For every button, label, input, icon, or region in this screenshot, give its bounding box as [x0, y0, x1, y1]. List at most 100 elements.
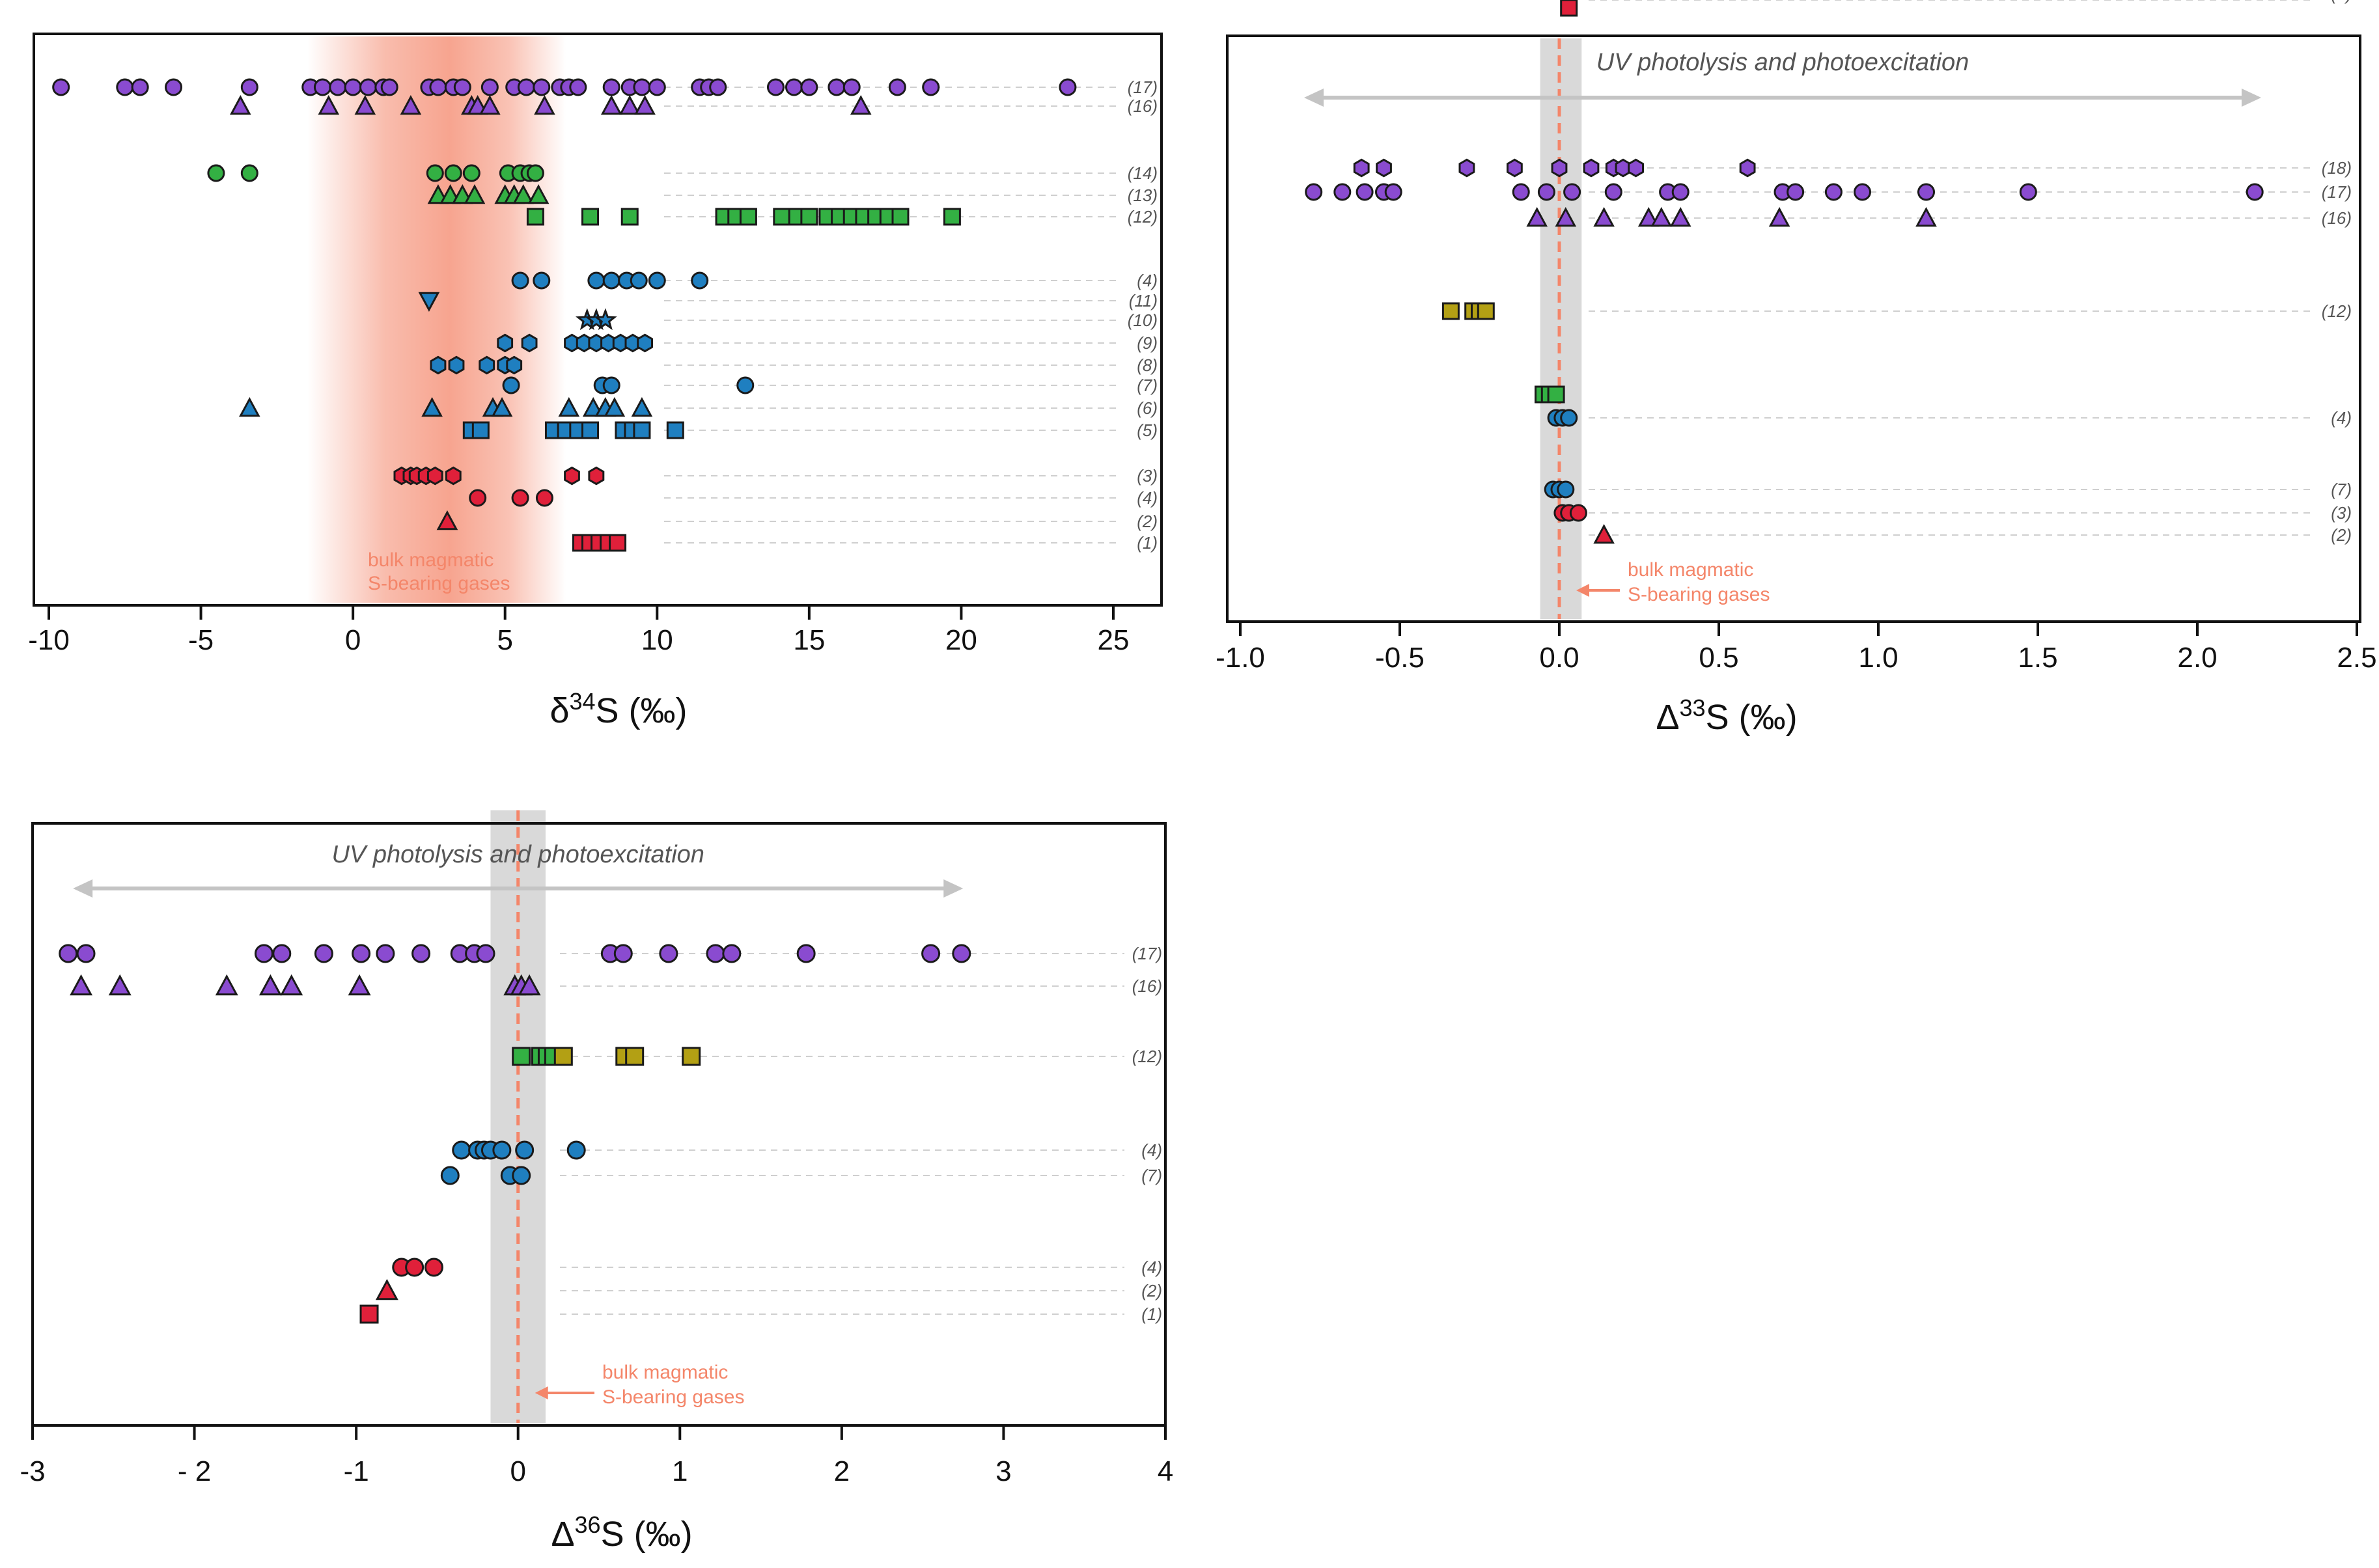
data-point-green-triangle	[512, 184, 535, 204]
data-point-purple-circle	[1917, 183, 1935, 201]
row-label: (4)	[1137, 488, 1158, 508]
data-point-blue-circle	[691, 271, 709, 290]
data-point-blue-hexagon	[497, 333, 514, 353]
data-point-green-square	[800, 208, 818, 226]
row-label: (1)	[2331, 0, 2352, 4]
row-label: (17)	[1128, 77, 1158, 97]
data-point-purple-circle	[533, 78, 551, 96]
x-tick-label: 1.5	[2018, 642, 2057, 674]
data-point-purple-triangle	[354, 95, 376, 115]
data-point-green-circle	[240, 164, 258, 182]
data-point-purple-circle	[380, 78, 398, 96]
data-point-purple-circle	[1671, 183, 1690, 201]
data-point-green-square	[512, 1047, 531, 1066]
data-point-purple-triangle	[318, 95, 340, 115]
bulk-magmatic-label: bulk magmatic	[602, 1362, 728, 1383]
data-point-purple-circle	[314, 944, 333, 963]
row-label: (3)	[2331, 503, 2352, 523]
plot-frame	[31, 822, 1167, 1427]
data-point-blue-square	[471, 421, 490, 439]
data-point-purple-triangle	[1650, 207, 1673, 227]
data-point-green-square	[1547, 385, 1565, 404]
data-point-purple-circle	[842, 78, 861, 96]
uv-photolysis-label: UV photolysis and photoexcitation	[1596, 49, 1969, 76]
data-point-purple-circle	[766, 78, 785, 96]
data-point-red-triangle	[375, 1278, 398, 1300]
data-point-blue-circle	[1560, 409, 1578, 427]
x-tick-label: -10	[28, 624, 70, 656]
data-point-purple-circle	[272, 944, 292, 963]
row-label: (13)	[1128, 186, 1158, 205]
row-label: (8)	[1137, 355, 1158, 375]
data-point-purple-circle	[59, 944, 78, 963]
data-point-red-square	[609, 534, 627, 552]
data-point-purple-hexagon	[1739, 158, 1756, 178]
data-point-purple-circle	[2019, 183, 2037, 201]
data-point-purple-circle	[921, 944, 941, 963]
x-tick-label: 15	[793, 624, 825, 656]
data-point-purple-triangle	[1637, 207, 1660, 227]
data-point-purple-circle	[1059, 78, 1077, 96]
uv-arrow-right-head	[2242, 89, 2261, 107]
data-point-purple-circle	[52, 78, 70, 96]
x-tick-label: 25	[1098, 624, 1130, 656]
panel-delta33s: UV photolysis and photoexcitation (18) (17…	[1216, 0, 2377, 737]
data-point-blue-triangle	[491, 397, 513, 417]
plot-frame	[33, 33, 1163, 607]
data-point-green-square	[739, 208, 757, 226]
data-point-blue-triangle	[421, 397, 443, 417]
data-point-purple-circle	[131, 78, 149, 96]
x-tick-label: 0.5	[1699, 642, 1738, 674]
bulk-magmatic-label: S-bearing gases	[602, 1386, 744, 1408]
data-point-purple-circle	[359, 78, 377, 96]
data-point-purple-circle	[633, 78, 651, 96]
plot-frame	[1226, 34, 2361, 623]
data-point-purple-circle	[828, 78, 846, 96]
x-axis-label: δ34S (‰)	[550, 688, 687, 730]
data-point-blue-hexagon	[448, 355, 465, 375]
x-tick-label: -0.5	[1375, 642, 1425, 674]
data-point-blue-circle	[630, 271, 648, 290]
data-point-blue-triangle	[238, 397, 260, 417]
data-point-blue-triangle-down	[418, 292, 440, 312]
row-label: (7)	[2331, 480, 2352, 499]
data-point-red-circle	[511, 489, 529, 507]
data-point-red-hexagon	[588, 466, 605, 486]
data-point-purple-circle	[2246, 183, 2264, 201]
data-point-red-circle	[535, 489, 553, 507]
data-point-purple-hexagon	[1551, 158, 1568, 178]
row-label: (16)	[2322, 208, 2352, 228]
data-point-blue-circle	[502, 376, 520, 394]
data-point-purple-circle	[429, 78, 447, 96]
bulk-arrow-head	[1576, 584, 1589, 597]
data-point-purple-circle	[352, 944, 371, 963]
row-label: (14)	[1128, 163, 1158, 183]
data-point-green-triangle	[464, 184, 486, 204]
data-point-olive-square	[625, 1047, 645, 1066]
data-point-blue-triangle	[604, 397, 626, 417]
uv-arrow-right-head	[943, 879, 964, 898]
bulk-magmatic-label: bulk magmatic	[368, 549, 494, 571]
x-tick-label: 20	[945, 624, 977, 656]
data-point-olive-square	[1441, 302, 1460, 320]
data-point-green-triangle	[527, 184, 550, 204]
row-label: (6)	[1137, 398, 1158, 418]
row-label: (9)	[1137, 333, 1158, 353]
row-label: (10)	[1128, 310, 1158, 330]
data-point-purple-circle	[659, 944, 678, 963]
data-point-purple-circle	[796, 944, 816, 963]
data-point-purple-circle	[329, 78, 347, 96]
uv-arrow-left-head	[1304, 89, 1324, 107]
data-point-purple-triangle	[1555, 207, 1577, 227]
data-point-purple-circle	[888, 78, 906, 96]
data-point-purple-circle	[569, 78, 587, 96]
data-point-purple-triangle	[518, 974, 541, 996]
data-point-purple-circle	[602, 78, 620, 96]
row-label: (7)	[1141, 1166, 1162, 1185]
data-point-purple-circle	[1604, 183, 1622, 201]
data-point-purple-circle	[722, 944, 742, 963]
data-point-blue-circle	[648, 271, 666, 290]
data-point-purple-triangle	[229, 95, 251, 115]
data-point-purple-triangle	[1768, 207, 1790, 227]
row-label: (4)	[1137, 271, 1158, 290]
